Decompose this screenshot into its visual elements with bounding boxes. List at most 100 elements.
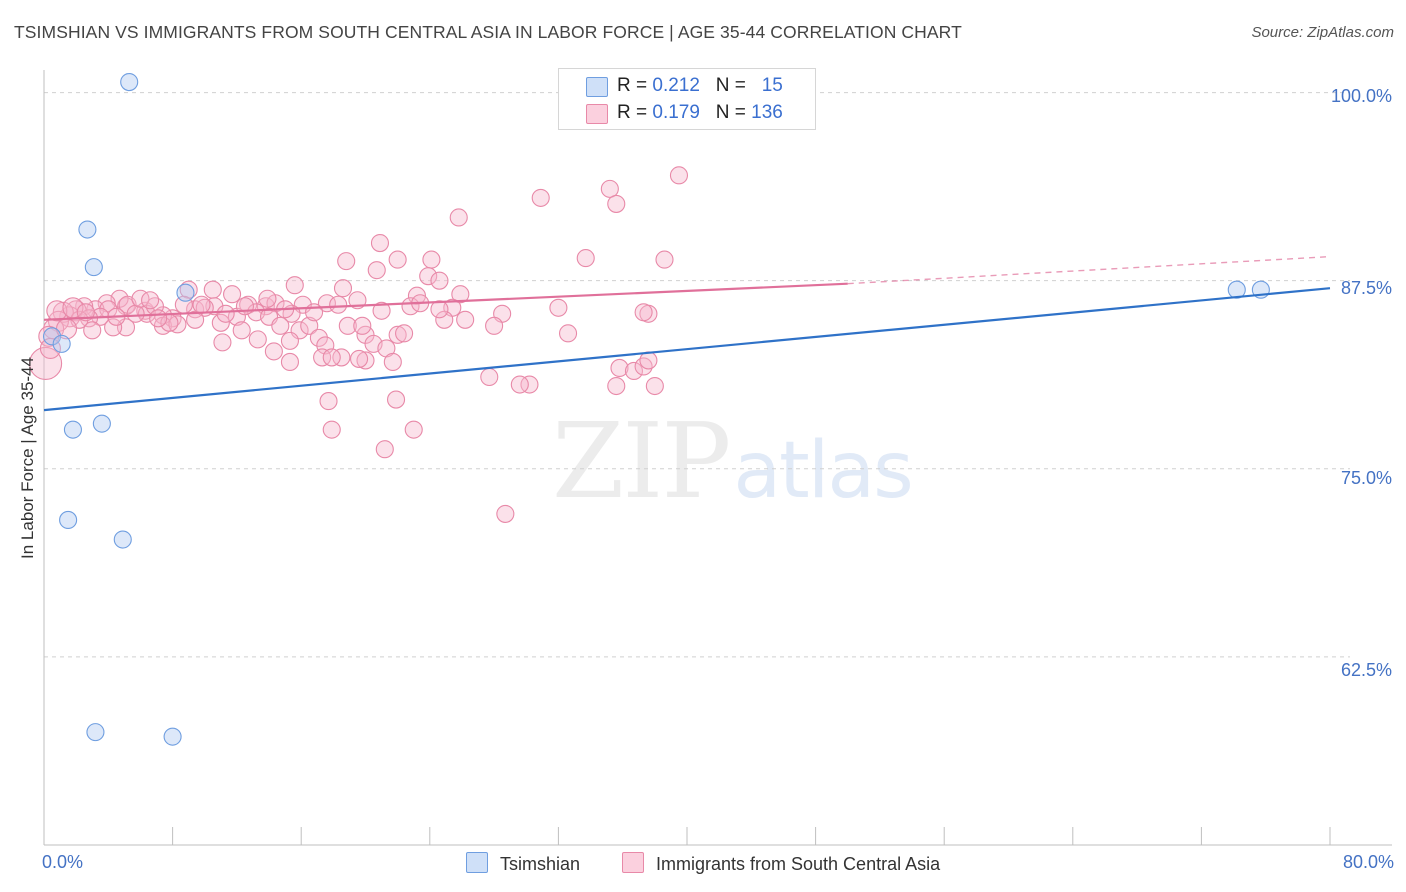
immigrants-point-93: [610, 358, 629, 378]
immigrants-point-88: [313, 348, 332, 367]
immigrants-point-96: [639, 351, 658, 370]
grid-lines: [44, 92, 1350, 658]
chart-title: TSIMSHIAN VS IMMIGRANTS FROM SOUTH CENTR…: [14, 22, 962, 42]
y-tick-label-62-5: 62.5%: [1340, 660, 1392, 680]
trend-lines: [43, 255, 1331, 412]
immigrants-point-5: [531, 188, 550, 207]
immigrants-point-18: [203, 280, 222, 299]
immigrants-point-9: [422, 250, 441, 269]
immigrants-point-84: [356, 351, 375, 370]
immigrants-point-13: [367, 261, 386, 280]
tsimshian-trend-line: [43, 287, 1331, 412]
legend-item-immigrants[interactable]: Immigrants from South Central Asia: [622, 852, 940, 876]
immigrants-point-60: [232, 321, 251, 340]
immigrants-point-102: [404, 420, 423, 439]
immigrants-point-135: [430, 300, 449, 319]
immigrants-point-127: [235, 297, 254, 316]
immigrants-point-85: [350, 349, 369, 368]
immigrants-point-119: [83, 321, 102, 340]
immigrants-point-92: [510, 375, 529, 394]
immigrants-point-14: [419, 267, 438, 286]
y-tick-label-100: 100.0%: [1330, 86, 1392, 106]
immigrants-point-65: [338, 316, 357, 335]
immigrants-point-15: [430, 271, 449, 290]
series-tsimshian-points: [42, 72, 1270, 746]
correlation-stats-box: R = 0.212 N = 15 R = 0.179 N = 136: [558, 68, 816, 130]
x-tick-label-min: 0.0%: [42, 852, 84, 872]
immigrants-point-86: [264, 342, 283, 361]
tsimshian-point-2: [84, 258, 103, 277]
stats-swatch-tsimshian: [586, 77, 608, 97]
tsimshian-point-3: [176, 283, 195, 302]
immigrants-point-2: [669, 166, 689, 185]
immigrants-point-126: [216, 304, 235, 323]
immigrants-point-69: [456, 310, 475, 329]
immigrants-point-77: [280, 331, 299, 350]
immigrants-point-106: [186, 310, 205, 329]
immigrants-point-87: [280, 352, 299, 371]
watermark-atlas: atlas: [733, 426, 913, 516]
immigrants-point-3: [600, 179, 619, 198]
legend-label-immigrants: Immigrants from South Central Asia: [656, 854, 941, 874]
immigrants-point-94: [624, 361, 644, 381]
immigrants-point-123: [149, 309, 168, 328]
immigrants-point-59: [211, 313, 230, 332]
legend-swatch-tsimshian: [466, 852, 488, 873]
immigrants-trend-extension: [847, 255, 1331, 285]
stats-row-immigrants: R = 0.179 N = 136: [559, 101, 815, 127]
stats-row-tsimshian: R = 0.212 N = 15: [559, 74, 815, 100]
immigrants-point-118: [76, 303, 95, 322]
immigrants-point-61: [271, 316, 290, 335]
watermark: ZIPatlas: [552, 400, 914, 522]
immigrants-point-82: [395, 324, 414, 343]
y-tick-label-75: 75.0%: [1340, 468, 1392, 488]
immigrants-point-125: [192, 295, 211, 314]
immigrants-point-83: [383, 352, 402, 371]
tsimshian-point-5: [52, 334, 71, 353]
immigrants-point-72: [634, 303, 653, 322]
immigrants-point-76: [248, 330, 267, 349]
series-immigrants-points: [29, 75, 722, 523]
watermark-zip: ZIP: [552, 400, 731, 522]
legend-item-tsimshian[interactable]: Tsimshian: [466, 852, 580, 876]
immigrants-point-4: [607, 194, 626, 213]
immigrants-point-100: [319, 392, 338, 411]
tsimshian-point-10: [86, 723, 105, 742]
tsimshian-point-6: [92, 414, 111, 433]
immigrants-point-97: [645, 376, 664, 396]
immigrants-point-95: [634, 357, 653, 376]
stats-swatch-immigrants: [586, 104, 608, 124]
immigrants-point-54: [29, 346, 63, 380]
source-label: Source: ZipAtlas.com: [1251, 24, 1394, 41]
immigrants-point-90: [480, 367, 499, 387]
immigrants-point-33: [549, 298, 568, 317]
immigrants-point-7: [370, 234, 390, 253]
tsimshian-point-12: [1227, 280, 1246, 299]
immigrants-point-74: [104, 318, 123, 337]
immigrants-point-10: [576, 249, 595, 268]
tsimshian-point-1: [78, 220, 97, 239]
tsimshian-point-7: [63, 420, 82, 439]
immigrants-point-103: [375, 440, 394, 459]
immigrants-trend-line: [43, 282, 848, 321]
immigrants-point-68: [435, 310, 454, 329]
x-tick-label-max: 80.0%: [1342, 852, 1394, 872]
immigrants-point-70: [485, 316, 504, 335]
immigrants-point-98: [607, 376, 626, 396]
immigrants-point-99: [386, 390, 406, 409]
immigrants-point-133: [372, 301, 391, 320]
legend-label-tsimshian: Tsimshian: [500, 854, 581, 874]
immigrants-point-8: [388, 250, 407, 269]
legend-swatch-immigrants: [622, 852, 644, 873]
tsimshian-point-11: [163, 727, 182, 746]
immigrants-point-79: [332, 348, 351, 367]
axes: [43, 70, 1392, 846]
immigrants-point-128: [258, 289, 277, 308]
immigrants-point-110: [126, 304, 145, 323]
immigrants-point-121: [131, 289, 150, 308]
immigrants-point-16: [285, 276, 304, 295]
immigrants-point-63: [300, 316, 319, 335]
immigrants-point-6: [449, 208, 468, 227]
immigrants-point-11: [655, 250, 674, 269]
